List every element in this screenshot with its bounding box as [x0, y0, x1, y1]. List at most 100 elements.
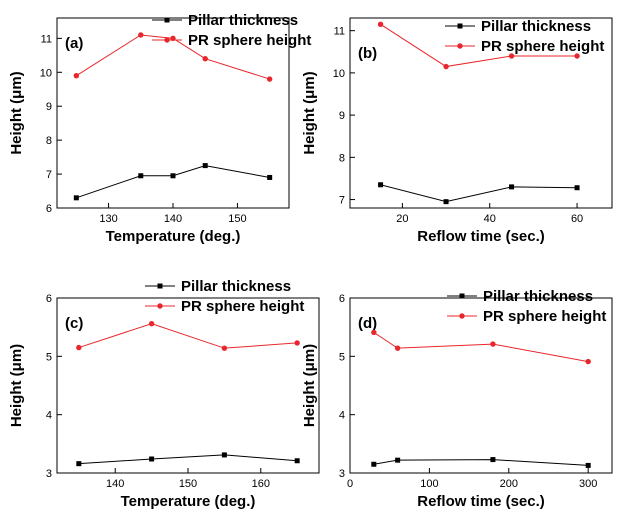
data-point [443, 63, 449, 70]
plot-frame [56, 297, 320, 474]
legend-marker [157, 283, 163, 289]
legend-marker [457, 43, 463, 49]
series-line [78, 323, 298, 349]
y-axis-label: Height (μm) [301, 344, 318, 427]
x-tick-label: 160 [252, 478, 270, 490]
y-tick-label: 3 [339, 468, 345, 480]
panel-label: (d) [358, 315, 377, 332]
data-point [73, 195, 79, 201]
data-point [266, 76, 273, 82]
legend: Pillar thickness PR sphere height [445, 18, 604, 55]
data-point [267, 174, 273, 180]
x-tick-label: 140 [106, 478, 124, 490]
data-point [395, 457, 401, 463]
legend-marker [459, 293, 465, 299]
y-tick-label: 4 [339, 410, 345, 422]
series-line [373, 459, 589, 466]
data-point [371, 461, 377, 467]
x-tick-label: 100 [420, 478, 438, 490]
y-tick-label: 10 [40, 67, 52, 79]
series-line [76, 165, 270, 199]
x-axis-label: Reflow time (sec.) [417, 493, 545, 510]
plot-frame [349, 297, 613, 474]
x-tick-label: 150 [179, 478, 197, 490]
chart-panel: 20 40 60 7 8 9 10 11 Reflow time (sec.) Height (μ… [301, 17, 613, 245]
legend-entry: PR sphere height [181, 298, 304, 315]
panel-label: (c) [65, 315, 83, 332]
data-point [490, 341, 496, 347]
data-point [73, 72, 80, 79]
legend-entry: Pillar thickness [188, 12, 298, 29]
data-point [509, 184, 515, 190]
x-tick-label: 0 [347, 478, 353, 490]
x-tick-label: 150 [228, 213, 246, 225]
data-point [202, 163, 208, 169]
y-tick-label: 7 [339, 195, 345, 207]
legend-marker [457, 23, 463, 29]
data-point [76, 461, 82, 467]
data-point [377, 21, 384, 28]
data-point [138, 173, 144, 179]
data-point [443, 199, 449, 205]
y-tick-label: 5 [339, 351, 345, 363]
y-tick-label: 5 [46, 351, 52, 363]
data-point [574, 185, 580, 191]
data-point [585, 462, 591, 468]
y-tick-label: 9 [339, 110, 345, 122]
y-tick-label: 10 [333, 68, 345, 80]
legend-entry: Pillar thickness [181, 278, 291, 295]
x-axis-label: Temperature (deg.) [106, 228, 241, 245]
data-point [508, 53, 515, 59]
legend-entry: Pillar thickness [481, 18, 591, 35]
legend-marker [157, 303, 163, 309]
panel-label: (a) [65, 35, 83, 52]
series-line [380, 23, 578, 68]
panel-label: (b) [358, 45, 377, 62]
legend-marker [164, 17, 170, 23]
data-point [294, 458, 300, 464]
data-point [149, 456, 155, 462]
y-tick-label: 4 [46, 410, 52, 422]
data-point [294, 340, 300, 346]
data-point [148, 320, 155, 327]
y-tick-label: 9 [46, 101, 52, 113]
y-tick-label: 8 [339, 152, 345, 164]
x-tick-label: 130 [99, 213, 117, 225]
y-tick-label: 8 [46, 135, 52, 147]
legend: Pillar thickness PR sphere height [152, 12, 311, 49]
plot-frame [349, 17, 613, 209]
x-tick-label: 140 [164, 213, 182, 225]
legend-entry: PR sphere height [188, 32, 311, 49]
x-tick-label: 200 [500, 478, 518, 490]
y-tick-label: 3 [46, 468, 52, 480]
data-point [574, 53, 580, 59]
y-tick-label: 6 [46, 203, 52, 215]
data-point [202, 56, 208, 62]
data-point [378, 182, 384, 188]
y-tick-label: 7 [46, 169, 52, 181]
data-point [221, 345, 228, 351]
legend-entry: PR sphere height [481, 38, 604, 55]
legend-entry: PR sphere height [483, 308, 606, 325]
data-point [371, 329, 377, 336]
data-point [138, 32, 144, 38]
x-tick-label: 300 [579, 478, 597, 490]
series-line [380, 184, 578, 203]
y-tick-label: 6 [46, 293, 52, 305]
legend: Pillar thickness PR sphere height [447, 288, 606, 325]
data-point [221, 452, 227, 458]
chart-panel: 0 100 200 300 3 4 5 6 Reflow time (sec.) Height (… [301, 288, 613, 510]
y-axis-label: Height (μm) [8, 71, 25, 154]
y-tick-label: 6 [339, 293, 345, 305]
y-axis-label: Height (μm) [301, 71, 318, 154]
series-line [373, 331, 589, 363]
x-tick-label: 60 [571, 213, 583, 225]
x-tick-label: 20 [396, 213, 408, 225]
data-point [76, 344, 82, 351]
x-tick-label: 40 [484, 213, 496, 225]
chart-panel: 130 140 150 6 7 8 9 10 11 Temperature (deg.) Heigh… [8, 12, 311, 245]
chart-panel: 140 150 160 3 4 5 6 Temperature (deg.) Height (μ… [8, 278, 320, 510]
data-point [170, 173, 176, 179]
x-axis-label: Reflow time (sec.) [417, 228, 545, 245]
